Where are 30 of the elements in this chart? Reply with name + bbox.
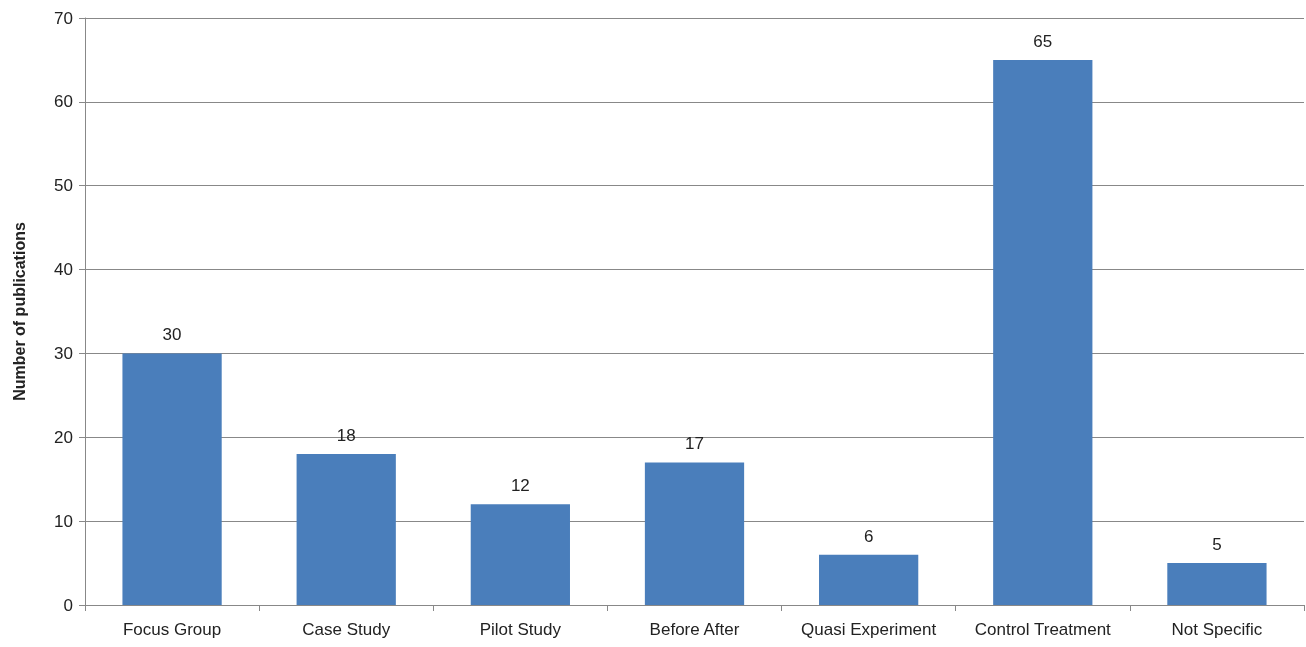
y-tick-label: 40	[54, 260, 73, 280]
y-axis-title: Number of publications	[10, 222, 28, 401]
x-tick-label: Pilot Study	[479, 620, 562, 639]
x-tick-label: Control Treatment	[974, 620, 1112, 639]
data-label: 65	[1033, 31, 1053, 51]
data-label: 18	[336, 426, 356, 446]
y-tick-label: 50	[54, 176, 73, 196]
y-tick-label: 10	[54, 511, 73, 531]
data-label: 30	[162, 325, 182, 345]
bar	[122, 353, 222, 605]
y-tick-label: 60	[54, 92, 73, 112]
x-tick-label: Before After	[649, 620, 740, 639]
y-tick-label: 20	[54, 427, 73, 447]
y-tick-label: 70	[54, 8, 73, 28]
x-tick-label: Case Study	[302, 620, 391, 639]
bar	[819, 554, 919, 605]
bar	[993, 59, 1093, 605]
x-tick-label: Focus Group	[122, 620, 222, 639]
x-tick-label: Quasi Experiment	[801, 620, 937, 639]
y-tick-label: 0	[63, 595, 73, 615]
y-tick-label: 30	[54, 343, 73, 363]
data-label: 5	[1212, 535, 1222, 555]
bar	[470, 504, 570, 605]
x-tick-label: Not Specific	[1171, 620, 1263, 639]
bar	[1167, 563, 1267, 605]
data-label: 6	[863, 526, 874, 546]
bar	[644, 462, 745, 605]
data-label: 12	[510, 476, 530, 496]
data-label: 17	[685, 434, 704, 454]
bar	[296, 454, 396, 605]
